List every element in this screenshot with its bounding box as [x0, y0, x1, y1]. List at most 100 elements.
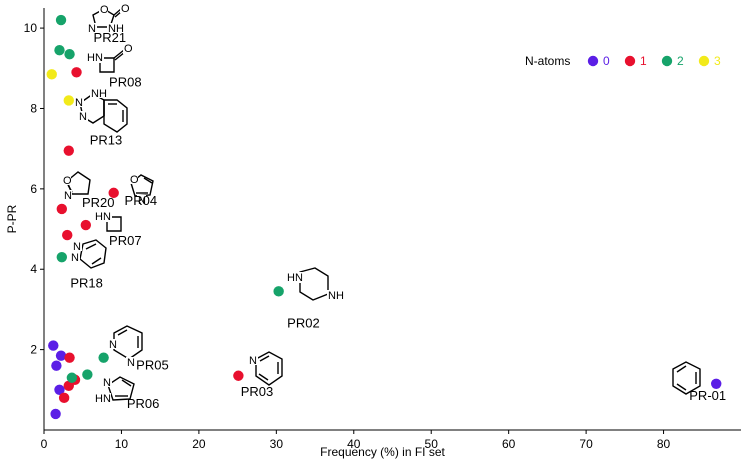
data-point [63, 95, 74, 106]
data-point [63, 145, 74, 156]
point-label: PR21 [94, 30, 127, 45]
x-tick-label: 80 [657, 437, 671, 451]
svg-text:N: N [109, 339, 117, 351]
y-axis-title: P-PR [5, 204, 19, 233]
svg-text:N: N [64, 190, 72, 202]
point-label: PR08 [109, 74, 142, 89]
svg-text:O: O [130, 174, 139, 186]
data-point [64, 352, 75, 363]
point-label: PR18 [70, 275, 103, 290]
point-label: PR13 [90, 133, 123, 148]
svg-text:HN: HN [87, 52, 103, 64]
data-point [82, 369, 93, 380]
svg-text:N: N [71, 252, 79, 264]
structure-pr07: HN [94, 211, 122, 232]
legend: N-atoms 0 1 2 3 [525, 54, 721, 68]
data-point [48, 340, 59, 351]
svg-text:HN: HN [95, 393, 111, 405]
point-label: PR04 [125, 193, 158, 208]
svg-text:N: N [75, 97, 83, 109]
y-tick-label: 4 [30, 262, 37, 276]
x-tick-label: 70 [579, 437, 593, 451]
legend-marker [587, 55, 599, 67]
svg-text:HN: HN [287, 272, 303, 284]
structure-pr02: HN NH [286, 267, 345, 302]
structure-pr06: N HN [94, 376, 135, 405]
x-tick-label: 20 [192, 437, 206, 451]
data-point [58, 392, 70, 404]
data-point [50, 408, 61, 420]
data-points [46, 14, 722, 420]
data-point [711, 378, 722, 389]
data-point [233, 370, 244, 381]
svg-text:NH: NH [91, 88, 107, 100]
axes: Frequency (%) in FI set P-PR [5, 8, 741, 459]
data-point [71, 67, 82, 78]
data-point [54, 45, 65, 56]
svg-text:NH: NH [328, 290, 344, 302]
point-label: PR06 [127, 396, 160, 411]
data-point [46, 69, 57, 80]
structure-pr05: N N [108, 325, 143, 369]
data-point [80, 219, 92, 231]
data-point [54, 384, 65, 396]
point-label: PR07 [109, 233, 142, 248]
data-point [98, 352, 109, 363]
svg-text:HN: HN [95, 211, 111, 223]
structure-pr03: N [248, 351, 283, 386]
data-point [51, 360, 62, 371]
x-tick-label: 0 [41, 437, 48, 451]
x-axis-title: Frequency (%) in FI set [320, 445, 445, 459]
legend-label: 2 [677, 54, 684, 68]
svg-text:N: N [249, 355, 257, 367]
legend-marker [624, 55, 636, 67]
structure-pr21: O O N NH [88, 3, 130, 35]
svg-text:O: O [124, 43, 133, 55]
x-tick-label: 30 [270, 437, 284, 451]
legend-label: 1 [640, 54, 647, 68]
structure-pr01 [672, 361, 701, 395]
legend-label: 3 [714, 54, 721, 68]
x-tick-label: 40 [347, 437, 361, 451]
data-point [66, 372, 78, 383]
svg-text:N: N [88, 23, 96, 35]
svg-text:N: N [103, 377, 111, 389]
data-point [273, 286, 284, 297]
y-tick-label: 10 [24, 21, 38, 35]
legend-marker [698, 55, 710, 67]
y-tick-label: 8 [30, 101, 37, 115]
legend-entries: 0 1 2 3 [587, 54, 721, 68]
structure-pr13: NH N N [74, 88, 128, 133]
structure-pr20: O N [62, 171, 91, 202]
y-tick-label: 2 [30, 343, 37, 357]
svg-text:N: N [79, 111, 87, 123]
svg-text:N: N [127, 357, 135, 369]
svg-text:N: N [138, 195, 146, 207]
legend-marker [661, 55, 673, 67]
legend-label: 0 [603, 54, 610, 68]
svg-text:O: O [121, 3, 130, 15]
legend-title: N-atoms [525, 54, 570, 68]
svg-text:O: O [100, 4, 109, 16]
point-label: PR05 [136, 358, 169, 373]
data-point [56, 251, 68, 263]
data-point [55, 14, 67, 26]
structure-pr04: O N [129, 174, 154, 207]
data-point [63, 380, 74, 391]
data-point [55, 350, 67, 361]
structure-pr18: N N [70, 239, 107, 269]
data-point [56, 203, 68, 215]
point-label: PR03 [241, 384, 274, 399]
data-point [108, 187, 119, 199]
svg-text:N: N [73, 241, 81, 253]
y-tick-label: 6 [30, 182, 37, 196]
svg-text:NH: NH [108, 23, 124, 35]
point-label: PR-01 [689, 388, 726, 403]
structure-pr08: HN O [86, 43, 133, 73]
point-label: PR20 [82, 195, 115, 210]
data-point [64, 49, 75, 60]
x-tick-label: 60 [502, 437, 516, 451]
data-point [62, 229, 73, 241]
